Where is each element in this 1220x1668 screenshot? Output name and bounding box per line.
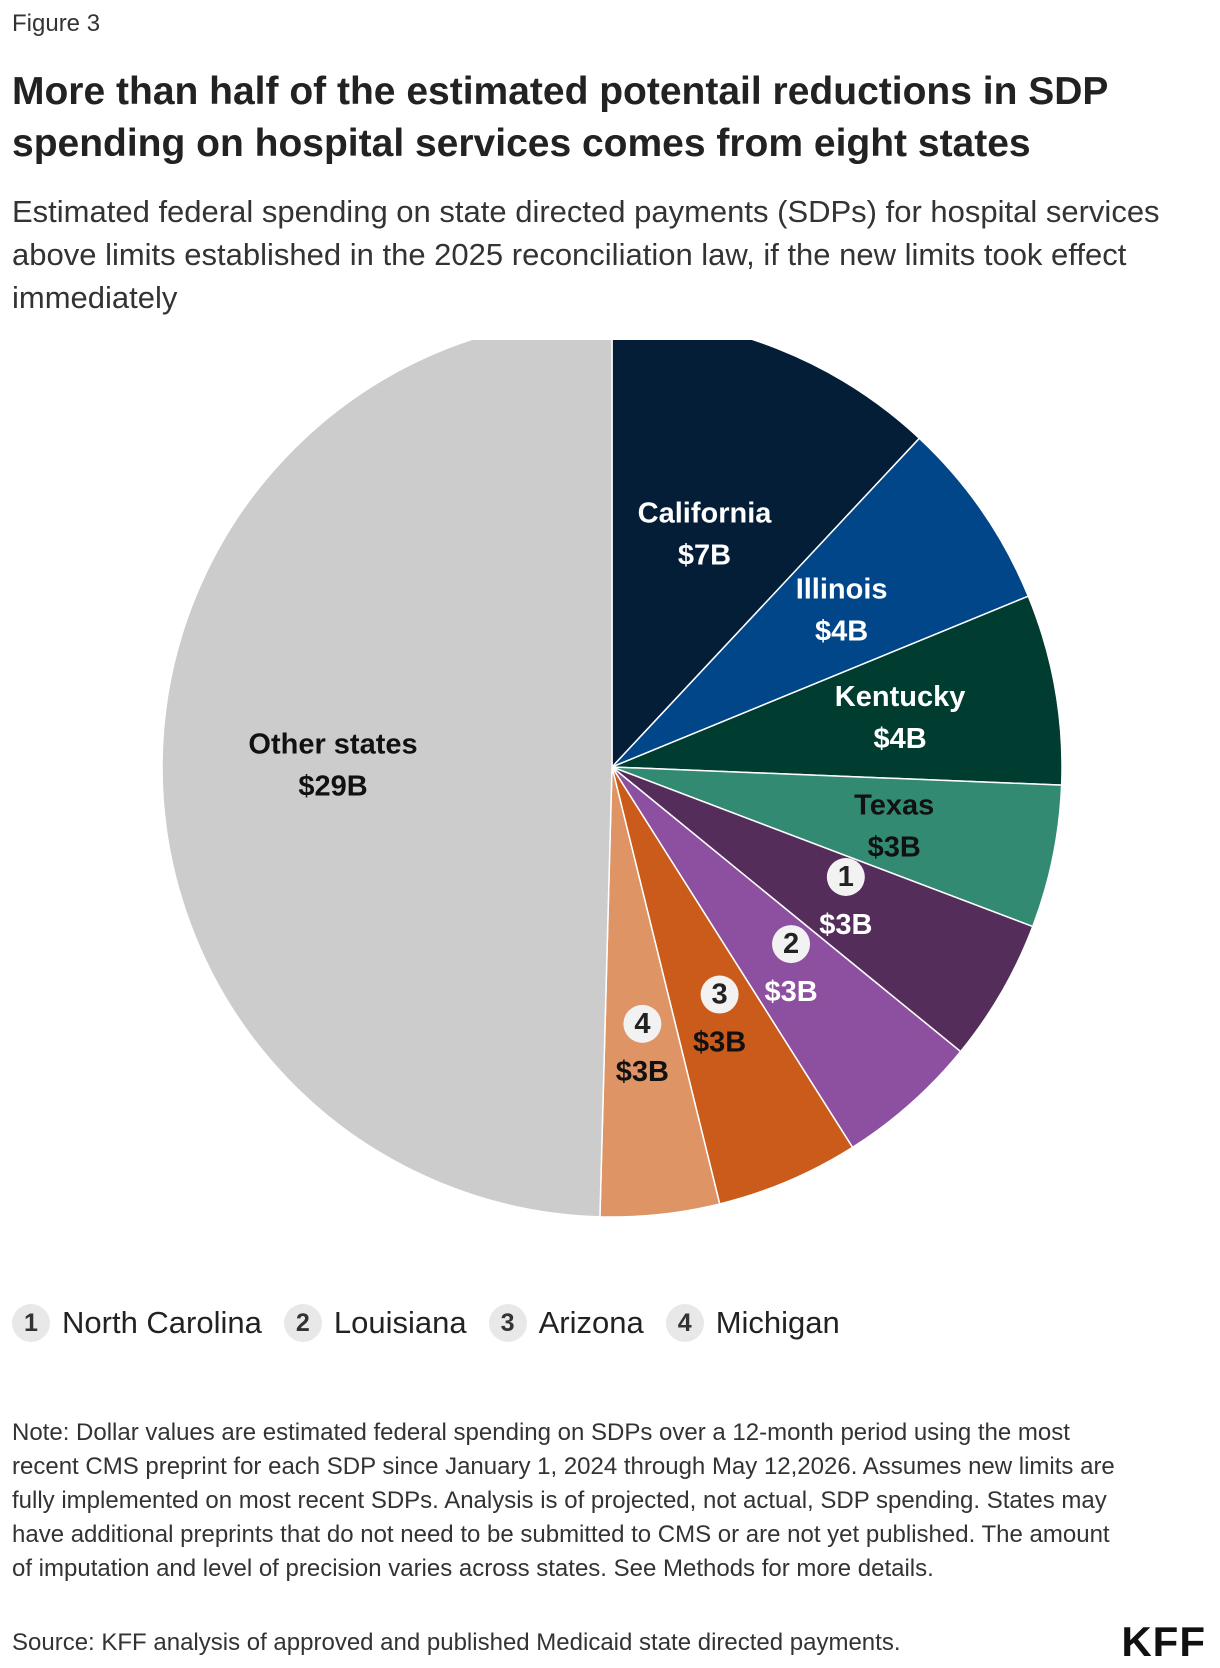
slice-name: California [638, 498, 773, 530]
figure-label: Figure 3 [12, 10, 101, 37]
slice-value: $29B [298, 770, 367, 802]
chart-subtitle: Estimated federal spending on state dire… [12, 194, 1160, 315]
legend-label: Michigan [715, 1305, 840, 1340]
slice-label-illinois: Illinois $4B [796, 574, 888, 648]
slice-value: $4B [815, 616, 868, 648]
slice-label-state-4: 4 $3B [616, 1004, 669, 1088]
slice-badge-circle [826, 858, 865, 896]
pie-slice-texas [611, 766, 1063, 928]
kff-logo: KFF [1121, 1618, 1206, 1665]
legend: 1 North Carolina 2 Louisiana 3 Arizona 4 Michig… [12, 1302, 840, 1344]
chart-title: More than half of the estimated potentai… [12, 70, 1108, 165]
legend-label: Arizona [538, 1305, 644, 1340]
slice-value: $4B [873, 723, 926, 755]
legend-label: Louisiana [333, 1305, 467, 1340]
slice-badge-number: 3 [712, 979, 728, 1011]
slice-name: Kentucky [835, 681, 966, 713]
legend-label: North Carolina [62, 1305, 262, 1340]
slice-badge-number: 2 [783, 928, 799, 960]
slice-value: $3B [819, 909, 872, 941]
legend-badge: 3 [488, 1304, 527, 1342]
slice-label-state-3: 3 $3B [693, 975, 746, 1059]
slice-name: Other states [248, 728, 417, 760]
slice-badge-number: 4 [634, 1008, 650, 1040]
note: Note: Dollar values are estimated federa… [12, 1419, 1115, 1582]
legend-badge: 1 [12, 1304, 50, 1342]
legend-badge: 2 [283, 1304, 322, 1342]
pie-slice-state-1 [611, 766, 1034, 1053]
pie-slice-illinois [611, 437, 1030, 768]
slice-label-state-1: 1 $3B [819, 858, 872, 941]
slice-label-other-states: Other states $29B [248, 728, 417, 802]
legend-item: 4 Michigan [665, 1304, 840, 1342]
slice-label-state-2: 2 $3B [764, 925, 818, 1008]
legend-item: 2 Louisiana [283, 1304, 467, 1342]
slice-badge-circle [772, 925, 811, 964]
pie-slice-kentucky [611, 595, 1063, 786]
slice-value: $3B [693, 1027, 746, 1059]
pie-slice-california [611, 340, 921, 769]
legend-badge: 4 [665, 1304, 704, 1342]
slice-label-california: California $7B [638, 498, 773, 572]
legend-item: 3 Arizona [488, 1304, 644, 1342]
slice-value: $3B [868, 832, 921, 864]
slice-badge-circle [623, 1004, 662, 1043]
legend-item: 1 North Carolina [12, 1304, 262, 1342]
slice-name: Texas [854, 790, 934, 822]
slice-label-texas: Texas $3B [854, 790, 934, 864]
slice-name: Illinois [796, 574, 888, 606]
slice-badge-circle [700, 975, 739, 1014]
slice-value: $7B [678, 540, 731, 572]
source: Source: KFF analysis of approved and pub… [12, 1629, 901, 1656]
slice-value: $3B [616, 1056, 669, 1088]
slice-badge-number: 1 [838, 861, 854, 893]
slice-value: $3B [764, 976, 817, 1008]
pie-chart: California $7B Illinois $4B Kentucky $4B Texas… [161, 340, 1063, 1218]
pie-slice-other-states [161, 340, 613, 1218]
slice-label-kentucky: Kentucky $4B [835, 681, 966, 755]
